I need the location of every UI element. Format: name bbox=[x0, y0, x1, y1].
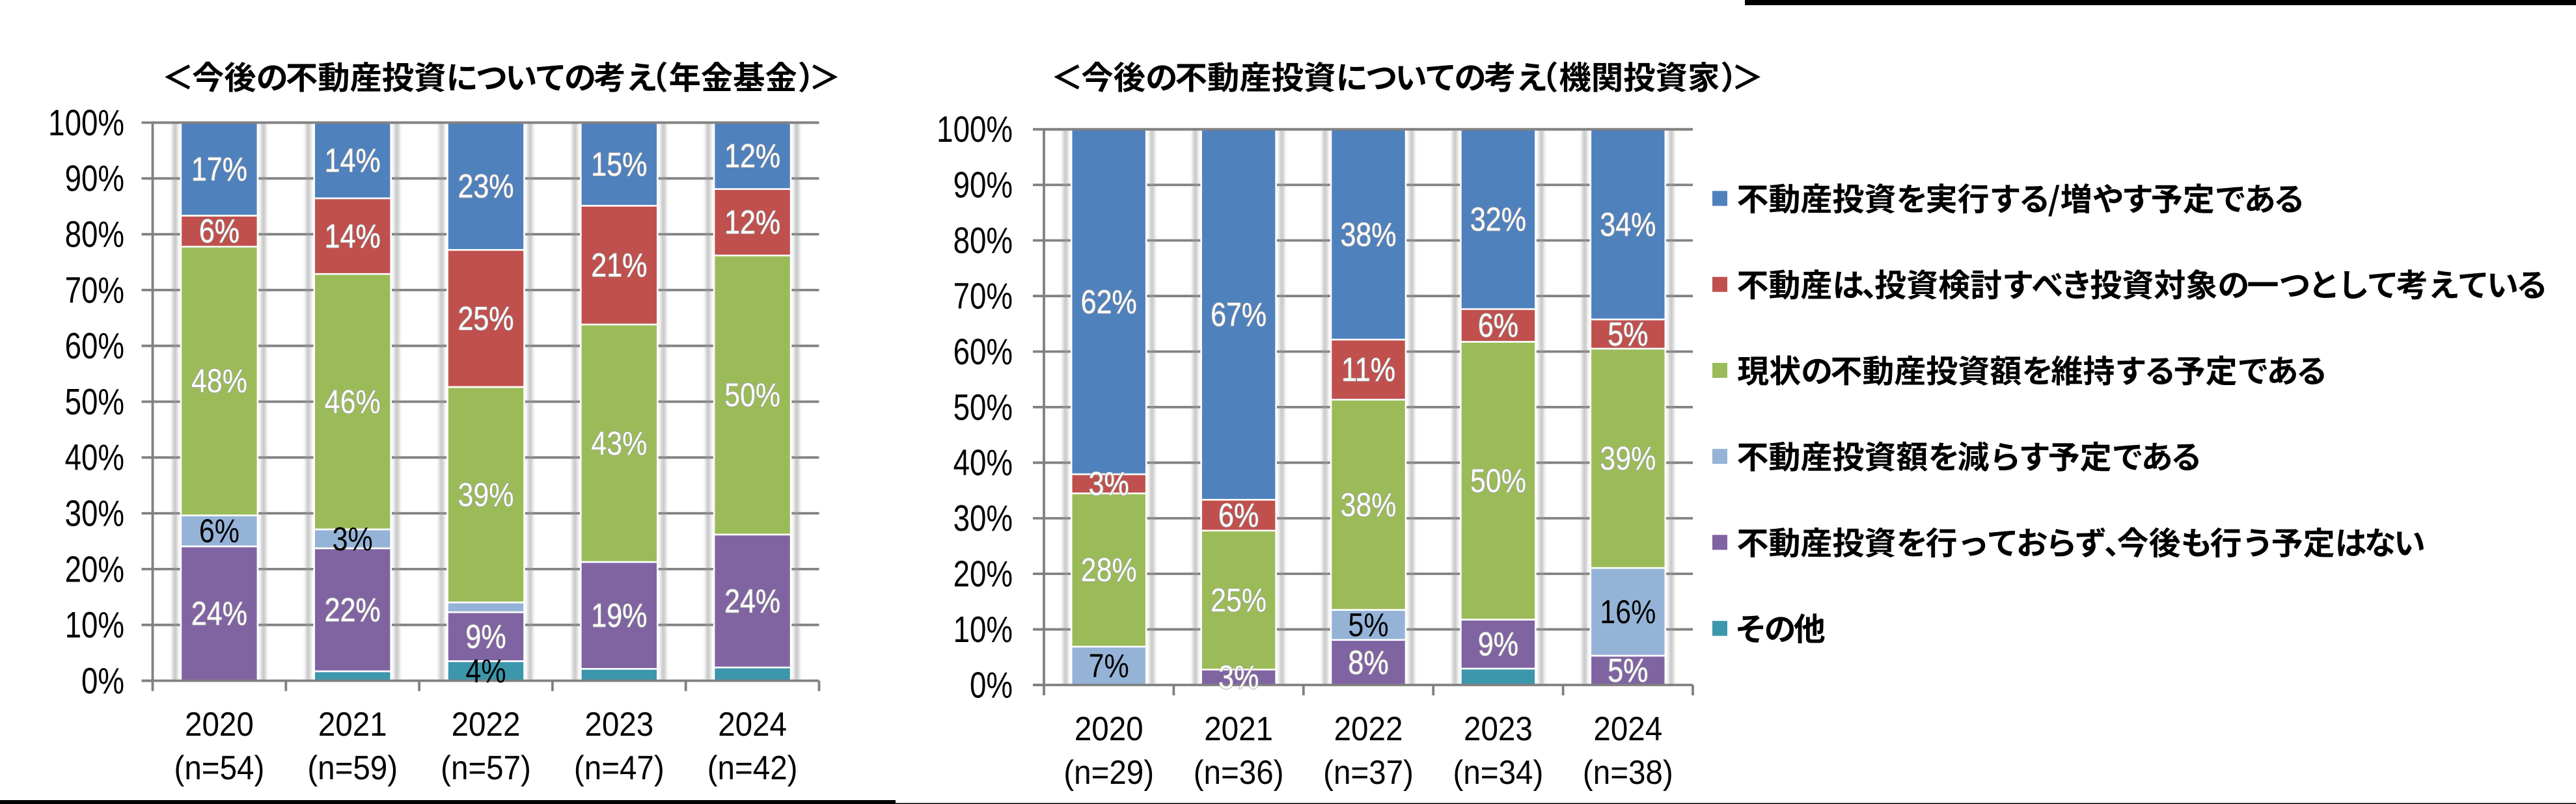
svg-text:34%: 34% bbox=[1600, 206, 1656, 243]
svg-text:12%: 12% bbox=[724, 204, 780, 241]
svg-text:46%: 46% bbox=[325, 383, 381, 420]
svg-text:70%: 70% bbox=[953, 276, 1013, 317]
svg-text:50%: 50% bbox=[65, 381, 124, 422]
svg-text:(n=37): (n=37) bbox=[1323, 753, 1414, 791]
svg-text:8%: 8% bbox=[1348, 643, 1388, 680]
svg-text:6%: 6% bbox=[199, 212, 240, 249]
svg-text:25%: 25% bbox=[458, 300, 514, 337]
svg-text:38%: 38% bbox=[1340, 215, 1396, 252]
svg-text:6%: 6% bbox=[1478, 306, 1518, 343]
svg-text:6%: 6% bbox=[1218, 496, 1259, 533]
svg-text:17%: 17% bbox=[191, 150, 247, 187]
svg-text:10%: 10% bbox=[65, 605, 124, 646]
svg-text:9%: 9% bbox=[1478, 625, 1518, 662]
svg-text:5%: 5% bbox=[1348, 606, 1388, 643]
svg-text:25%: 25% bbox=[1211, 582, 1267, 619]
svg-text:2023: 2023 bbox=[1464, 710, 1533, 747]
svg-text:100%: 100% bbox=[48, 102, 124, 143]
svg-text:5%: 5% bbox=[1608, 315, 1648, 353]
svg-text:22%: 22% bbox=[325, 591, 381, 628]
svg-text:2020: 2020 bbox=[1075, 710, 1144, 747]
svg-text:20%: 20% bbox=[65, 549, 124, 590]
svg-text:(n=47): (n=47) bbox=[574, 749, 665, 786]
svg-text:100%: 100% bbox=[937, 109, 1013, 150]
svg-text:2023: 2023 bbox=[584, 705, 653, 743]
svg-text:10%: 10% bbox=[953, 609, 1013, 650]
svg-text:(n=36): (n=36) bbox=[1194, 753, 1284, 791]
svg-text:90%: 90% bbox=[65, 158, 124, 199]
svg-text:11%: 11% bbox=[1341, 351, 1395, 388]
svg-text:50%: 50% bbox=[724, 376, 780, 413]
svg-text:67%: 67% bbox=[1211, 296, 1267, 333]
svg-text:43%: 43% bbox=[591, 424, 647, 461]
svg-text:7%: 7% bbox=[1089, 647, 1129, 684]
svg-text:70%: 70% bbox=[65, 270, 124, 311]
svg-text:60%: 60% bbox=[953, 331, 1013, 372]
svg-text:(n=38): (n=38) bbox=[1583, 753, 1673, 791]
svg-text:28%: 28% bbox=[1081, 551, 1137, 588]
svg-text:80%: 80% bbox=[953, 220, 1013, 261]
svg-text:4%: 4% bbox=[465, 652, 506, 689]
svg-text:2024: 2024 bbox=[718, 705, 787, 743]
svg-text:14%: 14% bbox=[325, 217, 381, 254]
svg-text:2024: 2024 bbox=[1593, 710, 1662, 747]
svg-text:48%: 48% bbox=[191, 362, 247, 399]
svg-text:6%: 6% bbox=[199, 512, 240, 549]
svg-text:3%: 3% bbox=[1089, 465, 1129, 502]
svg-text:0%: 0% bbox=[81, 660, 124, 701]
svg-text:16%: 16% bbox=[1600, 593, 1656, 630]
svg-text:60%: 60% bbox=[65, 326, 124, 367]
svg-text:40%: 40% bbox=[65, 437, 124, 478]
svg-text:2021: 2021 bbox=[1204, 710, 1273, 747]
svg-text:2021: 2021 bbox=[318, 705, 387, 743]
svg-text:30%: 30% bbox=[65, 493, 124, 534]
svg-text:15%: 15% bbox=[591, 145, 647, 182]
svg-text:(n=29): (n=29) bbox=[1063, 753, 1154, 791]
svg-text:(n=54): (n=54) bbox=[174, 749, 265, 786]
svg-text:80%: 80% bbox=[65, 214, 124, 255]
svg-text:14%: 14% bbox=[325, 142, 381, 179]
svg-text:24%: 24% bbox=[724, 582, 780, 619]
svg-text:(n=57): (n=57) bbox=[441, 749, 531, 786]
svg-text:62%: 62% bbox=[1081, 283, 1137, 320]
svg-text:38%: 38% bbox=[1340, 486, 1396, 523]
svg-text:24%: 24% bbox=[191, 595, 247, 632]
svg-text:39%: 39% bbox=[458, 476, 514, 513]
svg-text:21%: 21% bbox=[591, 247, 647, 284]
svg-text:90%: 90% bbox=[953, 165, 1013, 206]
svg-text:0%: 0% bbox=[970, 665, 1013, 706]
svg-text:30%: 30% bbox=[953, 498, 1013, 539]
svg-text:23%: 23% bbox=[458, 167, 514, 204]
svg-text:3%: 3% bbox=[333, 520, 373, 557]
svg-text:9%: 9% bbox=[465, 618, 506, 655]
svg-text:12%: 12% bbox=[724, 137, 780, 174]
svg-text:50%: 50% bbox=[953, 387, 1013, 428]
svg-text:19%: 19% bbox=[591, 596, 647, 634]
svg-text:40%: 40% bbox=[953, 442, 1013, 483]
svg-text:(n=59): (n=59) bbox=[307, 749, 398, 786]
svg-text:50%: 50% bbox=[1470, 462, 1526, 499]
svg-text:2022: 2022 bbox=[452, 705, 521, 743]
svg-text:2022: 2022 bbox=[1334, 710, 1403, 747]
svg-text:5%: 5% bbox=[1608, 652, 1648, 689]
svg-text:(n=42): (n=42) bbox=[707, 749, 798, 786]
svg-text:(n=34): (n=34) bbox=[1453, 753, 1544, 791]
svg-text:20%: 20% bbox=[953, 554, 1013, 595]
svg-text:3%: 3% bbox=[1218, 658, 1259, 695]
svg-text:39%: 39% bbox=[1600, 440, 1656, 477]
svg-text:32%: 32% bbox=[1470, 200, 1526, 237]
svg-text:2020: 2020 bbox=[185, 705, 254, 743]
